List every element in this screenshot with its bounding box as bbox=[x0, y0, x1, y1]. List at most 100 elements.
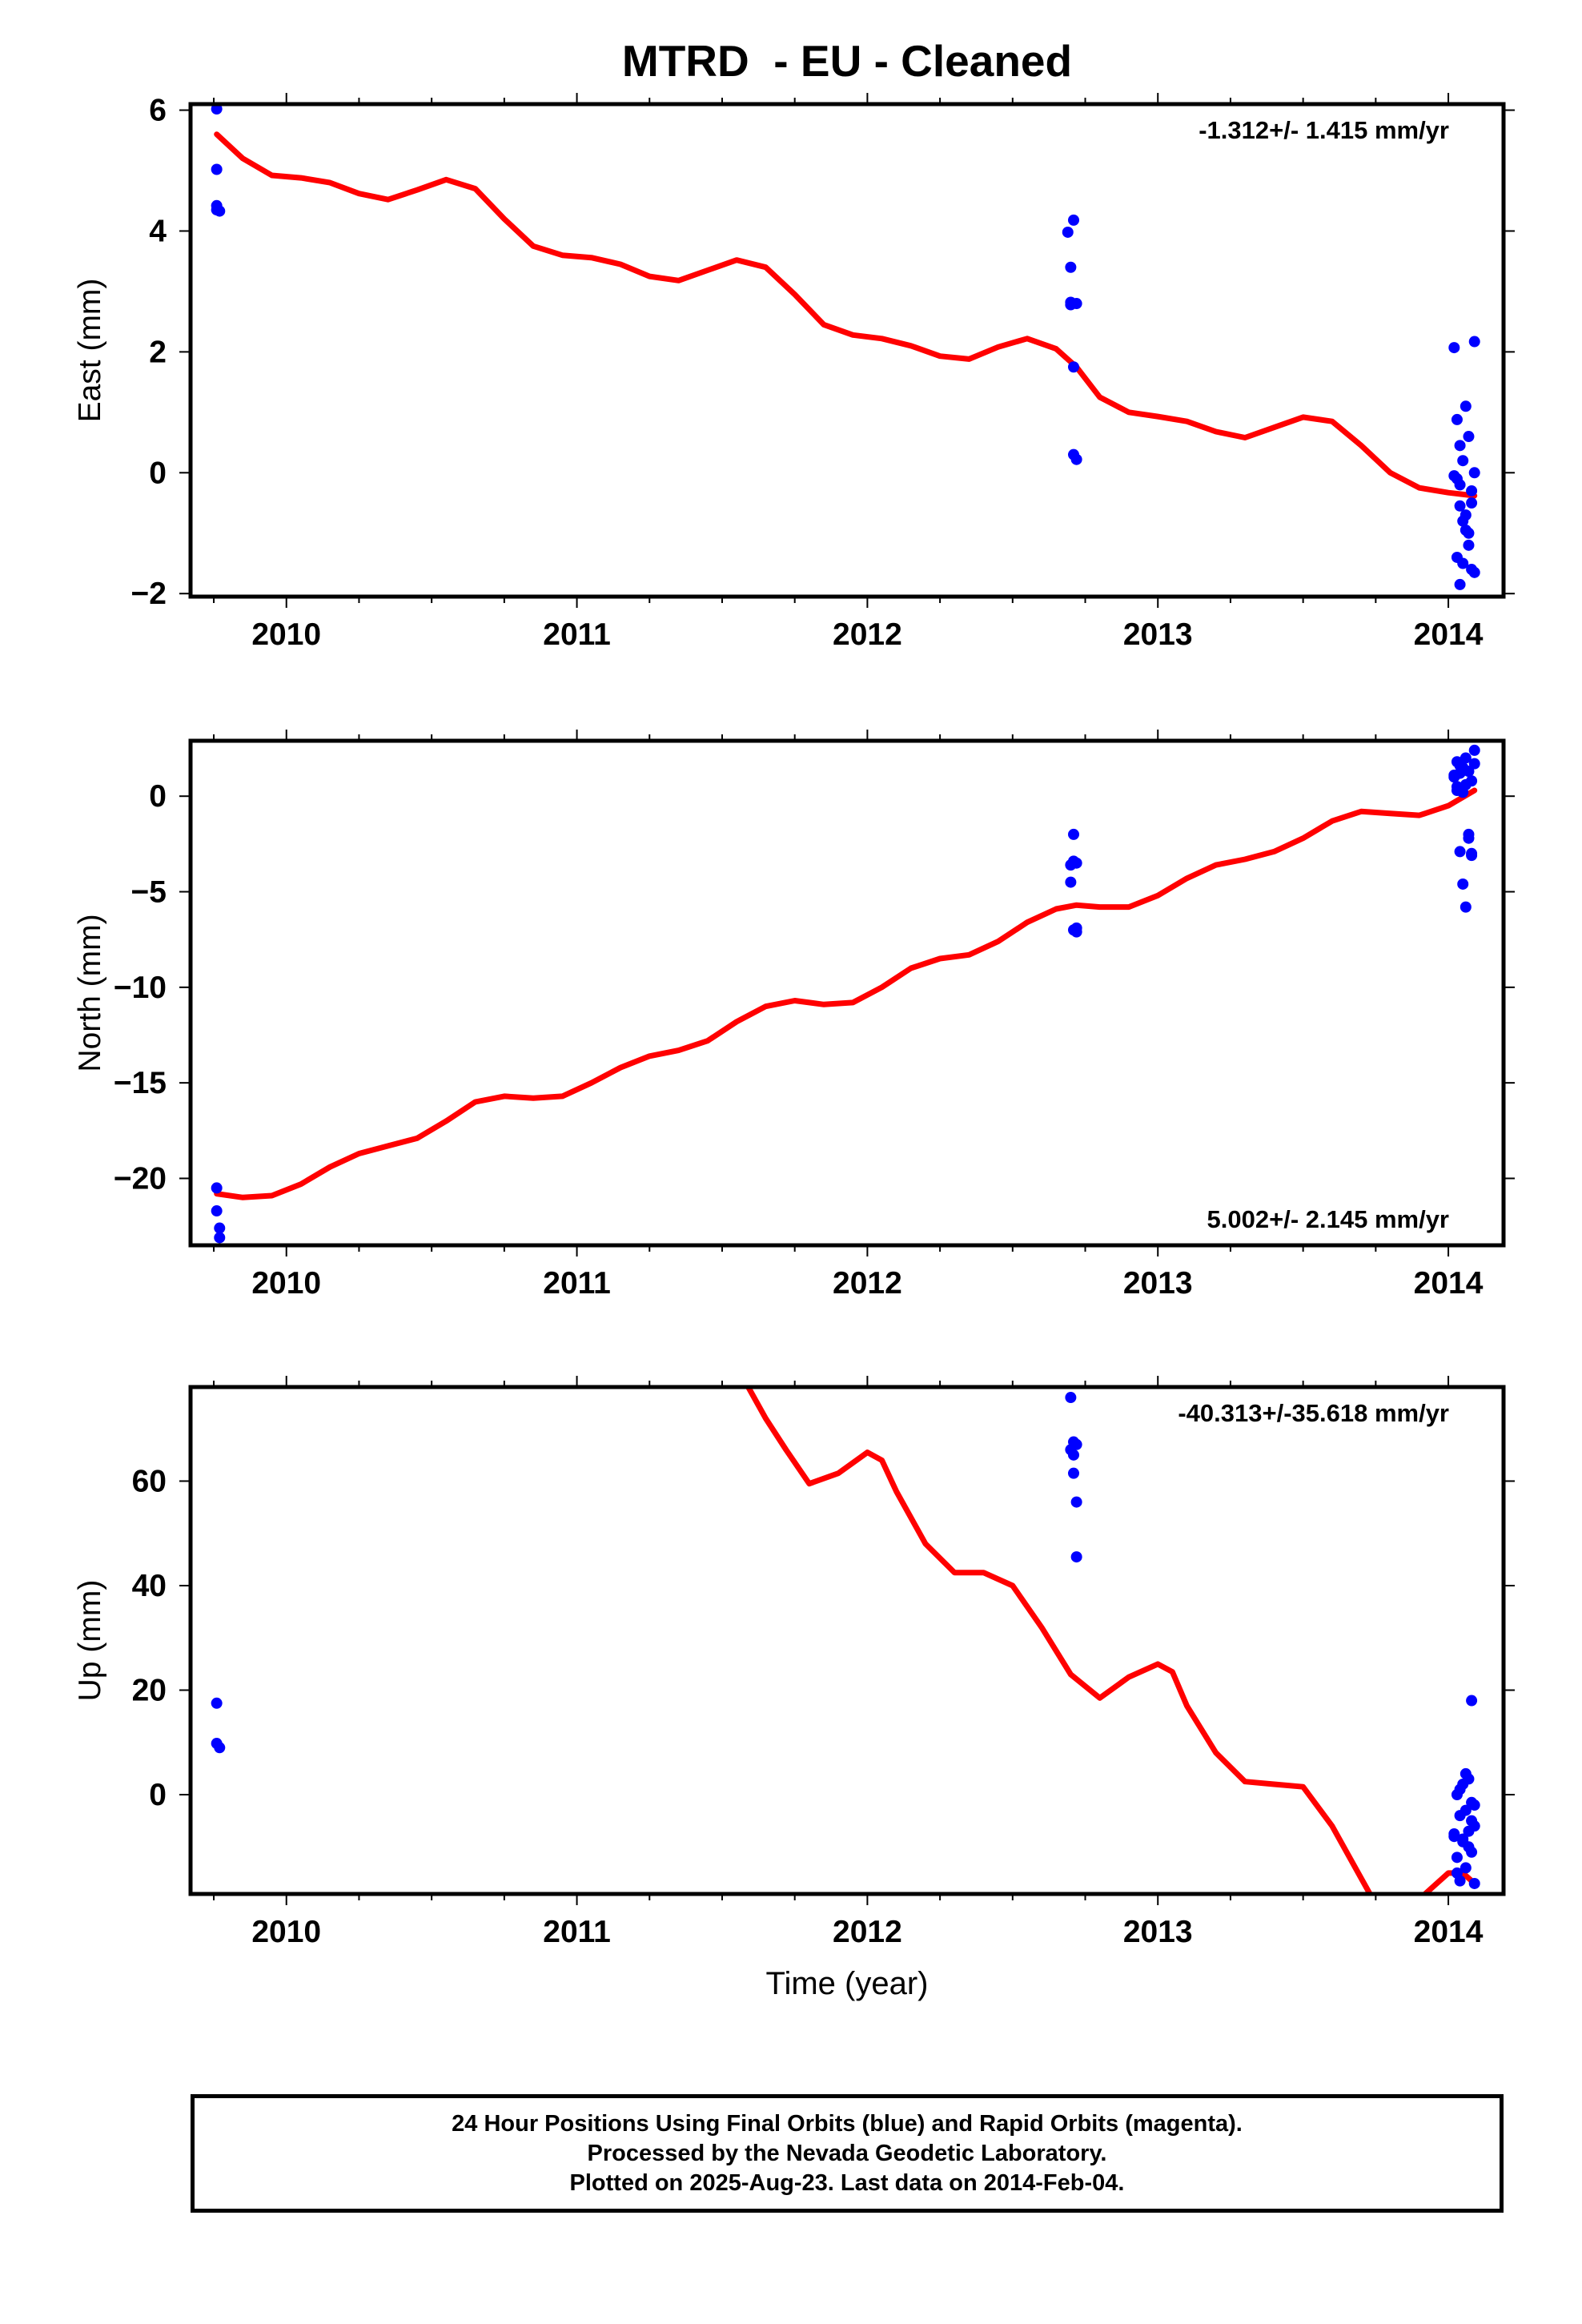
east-data-point bbox=[1468, 467, 1480, 479]
east-panel: 2010 2011 2012 2013 2014 −2 0 2 4 6 East (mm) -1.31… bbox=[73, 93, 1515, 652]
east-data-point bbox=[1463, 527, 1475, 539]
east-data-point bbox=[1457, 557, 1469, 569]
footer-line-2: Processed by the Nevada Geodetic Laborat… bbox=[587, 2140, 1107, 2166]
up-ytick-label: 20 bbox=[132, 1673, 167, 1707]
east-data-point bbox=[1451, 413, 1463, 425]
up-xtick-label: 2013 bbox=[1123, 1915, 1193, 1949]
north-data-point bbox=[1070, 857, 1082, 869]
up-data-point bbox=[1065, 1392, 1077, 1404]
north-data-point bbox=[211, 1205, 223, 1217]
up-xtick-label: 2012 bbox=[833, 1915, 902, 1949]
east-data-point bbox=[1454, 440, 1466, 452]
north-data-point bbox=[1463, 832, 1475, 844]
up-data-point bbox=[1451, 1852, 1463, 1864]
east-xtick-label: 2014 bbox=[1414, 617, 1484, 652]
north-ytick-label: −15 bbox=[114, 1066, 167, 1100]
up-data-point bbox=[211, 1697, 223, 1709]
east-fit-line bbox=[214, 131, 1478, 499]
north-data-point bbox=[1457, 878, 1469, 890]
north-data-point bbox=[1448, 769, 1460, 781]
east-data-point bbox=[211, 104, 223, 115]
north-data-point bbox=[1068, 924, 1080, 936]
up-data-point bbox=[1466, 1695, 1478, 1707]
east-data-point bbox=[1454, 500, 1466, 512]
east-data-point bbox=[1468, 566, 1480, 578]
up-data-point bbox=[214, 1742, 226, 1754]
east-data-point bbox=[1454, 578, 1466, 590]
east-data-point bbox=[1448, 342, 1460, 354]
north-ylabel: North (mm) bbox=[73, 914, 107, 1072]
east-data-point bbox=[1070, 298, 1082, 310]
north-ytick-label: −5 bbox=[131, 875, 167, 910]
up-data-point bbox=[1068, 1467, 1080, 1479]
up-ytick-label: 40 bbox=[132, 1569, 167, 1603]
up-xlabel: Time (year) bbox=[766, 1966, 929, 2001]
east-data-point bbox=[1454, 479, 1466, 491]
north-xtick-label: 2014 bbox=[1414, 1266, 1484, 1301]
east-data-point bbox=[1448, 470, 1460, 482]
east-xtick-label: 2010 bbox=[251, 617, 321, 652]
up-data-point bbox=[1466, 1815, 1478, 1827]
north-data-point bbox=[1068, 828, 1080, 840]
north-xtick-label: 2012 bbox=[833, 1266, 902, 1301]
east-data-point bbox=[1068, 214, 1080, 226]
up-data-point bbox=[1463, 1841, 1475, 1853]
east-xtick-label: 2012 bbox=[833, 617, 902, 652]
north-data-point bbox=[1463, 766, 1475, 778]
north-xtick-label: 2013 bbox=[1123, 1266, 1193, 1301]
north-data-point bbox=[1460, 778, 1472, 790]
up-data-point bbox=[1451, 1867, 1463, 1879]
up-data-point bbox=[1466, 1796, 1478, 1808]
east-ytick-label: 6 bbox=[149, 94, 167, 128]
north-data-point bbox=[1065, 876, 1077, 888]
up-frame bbox=[188, 1385, 1506, 1896]
north-ytick-label: −20 bbox=[114, 1161, 167, 1196]
north-frame bbox=[188, 738, 1506, 1248]
east-xtick-label: 2011 bbox=[543, 617, 611, 652]
north-data-point bbox=[1468, 744, 1480, 756]
east-rate-annotation: -1.312+/- 1.415 mm/yr bbox=[1199, 116, 1449, 144]
footer-box: 24 Hour Positions Using Final Orbits (bl… bbox=[191, 2094, 1504, 2213]
up-data-point bbox=[1454, 1783, 1466, 1795]
up-data-point bbox=[1460, 1862, 1472, 1874]
east-data-point bbox=[1468, 336, 1480, 348]
east-data-point bbox=[1457, 455, 1469, 467]
up-data-point bbox=[1068, 1449, 1080, 1461]
up-fit-line bbox=[745, 1387, 1478, 1894]
up-xtick-label: 2011 bbox=[543, 1915, 611, 1949]
north-data-point bbox=[214, 1222, 226, 1234]
north-data-point bbox=[1468, 758, 1480, 770]
up-data-point bbox=[1460, 1804, 1472, 1816]
east-data-point bbox=[1070, 453, 1082, 465]
north-data-point bbox=[1460, 752, 1472, 764]
east-data-point bbox=[1460, 509, 1472, 521]
up-data-point bbox=[1070, 1496, 1082, 1508]
up-xtick-label: 2010 bbox=[251, 1915, 321, 1949]
up-ytick-label: 60 bbox=[132, 1464, 167, 1498]
east-frame bbox=[188, 102, 1506, 599]
east-data-point bbox=[211, 163, 223, 175]
north-data-point bbox=[1454, 760, 1466, 772]
north-rate-annotation: 5.002+/- 2.145 mm/yr bbox=[1207, 1205, 1449, 1233]
east-ytick-label: 2 bbox=[149, 335, 167, 369]
east-data-point bbox=[1463, 539, 1475, 551]
up-data-point bbox=[1070, 1438, 1082, 1450]
north-xtick-label: 2011 bbox=[543, 1266, 611, 1301]
north-data-point bbox=[1466, 850, 1478, 862]
east-data-point bbox=[1068, 361, 1080, 373]
footer-line-3: Plotted on 2025-Aug-23. Last data on 201… bbox=[569, 2169, 1125, 2196]
north-data-point bbox=[1454, 846, 1466, 858]
up-panel: 2010 2011 2012 2013 2014 0 20 40 60 Up (mm) Time (… bbox=[73, 1376, 1515, 2001]
up-ytick-label: 0 bbox=[149, 1778, 167, 1812]
up-xtick-label: 2014 bbox=[1414, 1915, 1484, 1949]
chart-title: MTRD - EU - Cleaned bbox=[622, 36, 1072, 86]
east-ylabel: East (mm) bbox=[73, 279, 107, 423]
north-fit-line bbox=[214, 787, 1478, 1200]
north-data-point bbox=[214, 1232, 226, 1244]
east-xtick-label: 2013 bbox=[1123, 617, 1193, 652]
north-data-point bbox=[211, 1182, 223, 1194]
east-ytick-label: 4 bbox=[149, 214, 167, 248]
north-data-point bbox=[1460, 901, 1472, 913]
east-plot-area bbox=[211, 104, 1480, 590]
